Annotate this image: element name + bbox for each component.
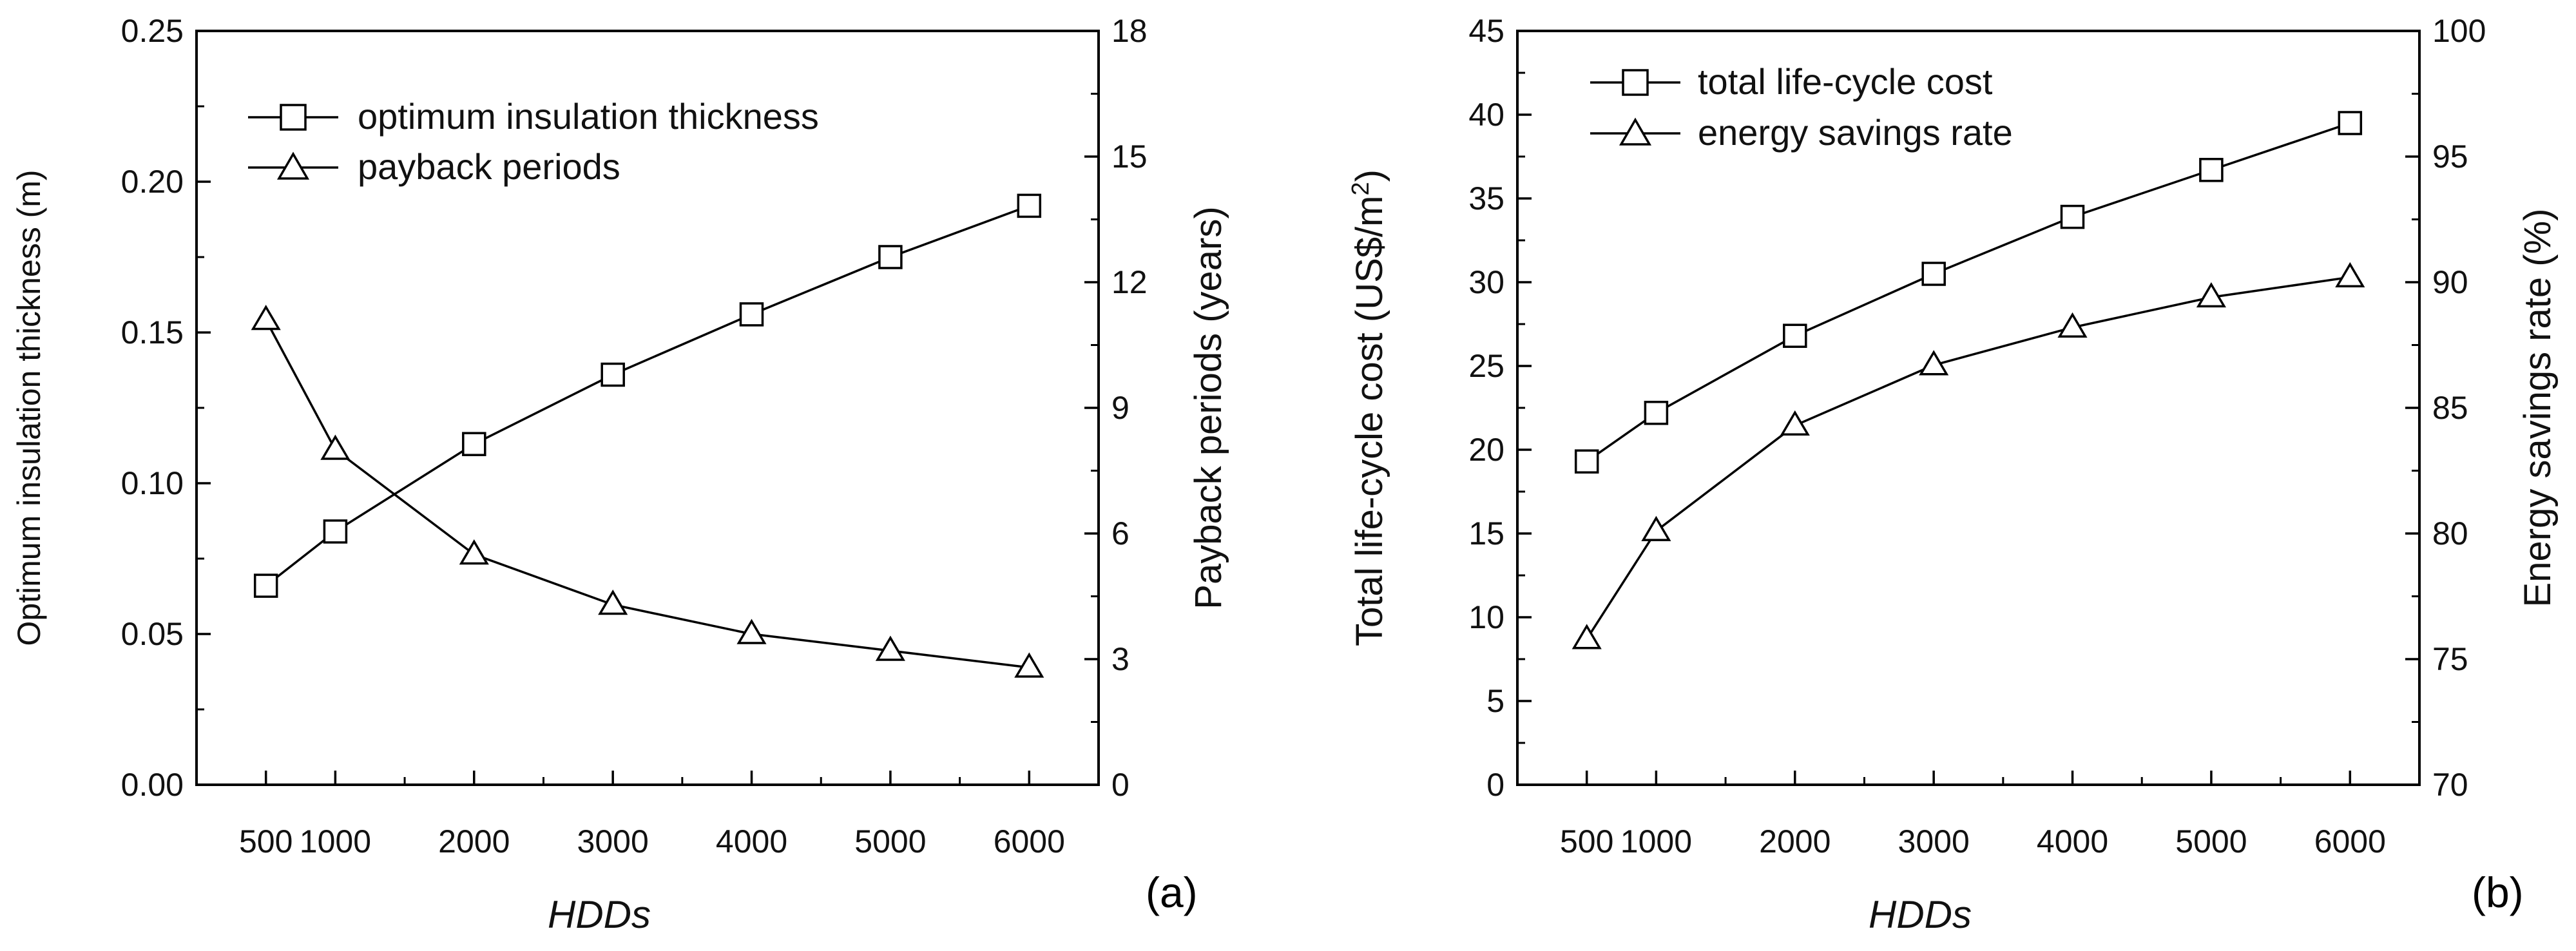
- x-tick-label: 5000: [854, 823, 926, 860]
- right-tick-label: 15: [1111, 139, 1148, 175]
- legend-item: optimum insulation thickness: [248, 96, 819, 137]
- triangle-data-point: [1014, 652, 1044, 678]
- right-axis-title: Payback periods (years): [1187, 206, 1229, 609]
- triangle-marker-icon: [276, 151, 310, 180]
- legend-label: energy savings rate: [1698, 112, 2013, 153]
- triangle-data-point: [1780, 410, 1810, 436]
- square-data-point: [2199, 158, 2224, 182]
- right-tick-label: 80: [2432, 515, 2468, 552]
- left-axis-title: Optimum insulation thickness (m): [11, 169, 47, 646]
- square-data-point: [1921, 262, 1946, 286]
- panel-label: (a): [1146, 869, 1198, 916]
- left-tick-label: 0: [1486, 767, 1504, 803]
- triangle-data-point: [2196, 282, 2226, 308]
- triangle-marker-icon: [1619, 117, 1652, 146]
- square-data-point: [323, 519, 348, 544]
- x-tick-label: 500: [1560, 823, 1613, 860]
- left-tick-label: 10: [1468, 599, 1504, 635]
- x-tick-label: 3000: [1898, 823, 1970, 860]
- right-tick-label: 70: [2432, 767, 2468, 803]
- square-data-point: [2338, 111, 2363, 135]
- legend-item: total life-cycle cost: [1590, 61, 1993, 102]
- x-tick-label: 1000: [300, 823, 371, 860]
- square-data-point: [1017, 193, 1042, 218]
- panel-label: (b): [2472, 869, 2524, 916]
- panel-b-marks: 0 5 10 15 20 25 30 35 40 45 70 75 80 85 90 95 100 500 1000…: [1468, 13, 2486, 860]
- left-tick-label: 0.00: [121, 767, 184, 803]
- right-tick-label: 95: [2432, 139, 2468, 175]
- right-tick-label: 6: [1111, 515, 1129, 552]
- left-tick-label: 35: [1468, 180, 1504, 216]
- left-tick-label: 45: [1468, 13, 1504, 49]
- square-data-point: [601, 362, 625, 387]
- x-tick-label: 5000: [2175, 823, 2247, 860]
- legend: total life-cycle cost energy savings rat…: [1590, 61, 2013, 153]
- square-marker-icon: [280, 104, 307, 131]
- right-tick-label: 3: [1111, 641, 1129, 677]
- x-tick-label: 6000: [994, 823, 1065, 860]
- square-marker-icon: [1622, 69, 1649, 96]
- legend-label: optimum insulation thickness: [358, 96, 819, 137]
- panel-a-marks: 0.00 0.05 0.10 0.15 0.20 0.25 0 3 6 9 12 15 18 500 100…: [121, 13, 1148, 860]
- left-tick-label: 25: [1468, 348, 1504, 384]
- right-axis-title: Energy savings rate (%): [2517, 209, 2559, 608]
- triangle-data-point: [1919, 350, 1949, 376]
- right-tick-label: 85: [2432, 390, 2468, 426]
- triangle-data-point: [2335, 262, 2365, 287]
- legend-label: payback periods: [358, 146, 620, 187]
- x-tick-label: 4000: [2037, 823, 2108, 860]
- legend-item: payback periods: [248, 146, 620, 187]
- x-tick-label: 6000: [2314, 823, 2386, 860]
- triangle-data-point: [875, 635, 905, 661]
- left-axis-title: Total life-cycle cost (US$/m2): [1347, 169, 1390, 646]
- triangle-data-point: [598, 590, 628, 615]
- right-tick-label: 90: [2432, 264, 2468, 300]
- right-tick-label: 12: [1111, 264, 1148, 300]
- square-data-point: [462, 432, 486, 456]
- square-data-point: [1783, 323, 1807, 348]
- x-axis-title: HDDs: [1869, 893, 1972, 936]
- x-tick-label: 2000: [1759, 823, 1831, 860]
- left-tick-label: 15: [1468, 515, 1504, 552]
- panel-b: 0 5 10 15 20 25 30 35 40 45 70 75 80 85 90 95 100 500 1000…: [1347, 13, 2559, 936]
- triangle-data-point: [736, 619, 767, 644]
- triangle-data-point: [2057, 312, 2088, 338]
- x-axis-title: HDDs: [548, 893, 651, 936]
- x-tick-label: 2000: [438, 823, 510, 860]
- x-tick-label: 1000: [1620, 823, 1692, 860]
- triangle-data-point: [459, 539, 489, 565]
- left-tick-label: 0.15: [121, 314, 184, 351]
- left-tick-label: 0.05: [121, 616, 184, 652]
- left-tick-label: 5: [1486, 683, 1504, 719]
- right-tick-label: 75: [2432, 641, 2468, 677]
- right-tick-label: 9: [1111, 390, 1129, 426]
- square-data-point: [1644, 401, 1669, 425]
- triangle-data-point: [251, 305, 281, 331]
- left-tick-label: 0.20: [121, 164, 184, 200]
- legend: optimum insulation thickness payback per…: [248, 96, 819, 187]
- left-tick-label: 20: [1468, 432, 1504, 468]
- panel-a: 0.00 0.05 0.10 0.15 0.20 0.25 0 3 6 9 12 15 18 500 100…: [11, 13, 1229, 936]
- square-data-point: [2060, 204, 2085, 229]
- square-data-point: [253, 573, 278, 598]
- legend-item: energy savings rate: [1590, 112, 2013, 153]
- square-data-point: [1574, 449, 1599, 474]
- triangle-data-point: [1572, 624, 1602, 649]
- x-tick-label: 4000: [716, 823, 787, 860]
- triangle-data-point: [1641, 515, 1671, 541]
- left-tick-label: 40: [1468, 97, 1504, 133]
- square-data-point: [878, 245, 903, 269]
- left-tick-label: 0.25: [121, 13, 184, 49]
- left-tick-label: 30: [1468, 264, 1504, 300]
- right-tick-label: 0: [1111, 767, 1129, 803]
- triangle-data-point: [320, 434, 351, 460]
- x-tick-label: 3000: [577, 823, 649, 860]
- legend-label: total life-cycle cost: [1698, 61, 1993, 102]
- left-tick-label: 0.10: [121, 465, 184, 501]
- right-tick-label: 18: [1111, 13, 1148, 49]
- x-tick-label: 500: [239, 823, 293, 860]
- right-tick-label: 100: [2432, 13, 2486, 49]
- square-data-point: [739, 302, 764, 327]
